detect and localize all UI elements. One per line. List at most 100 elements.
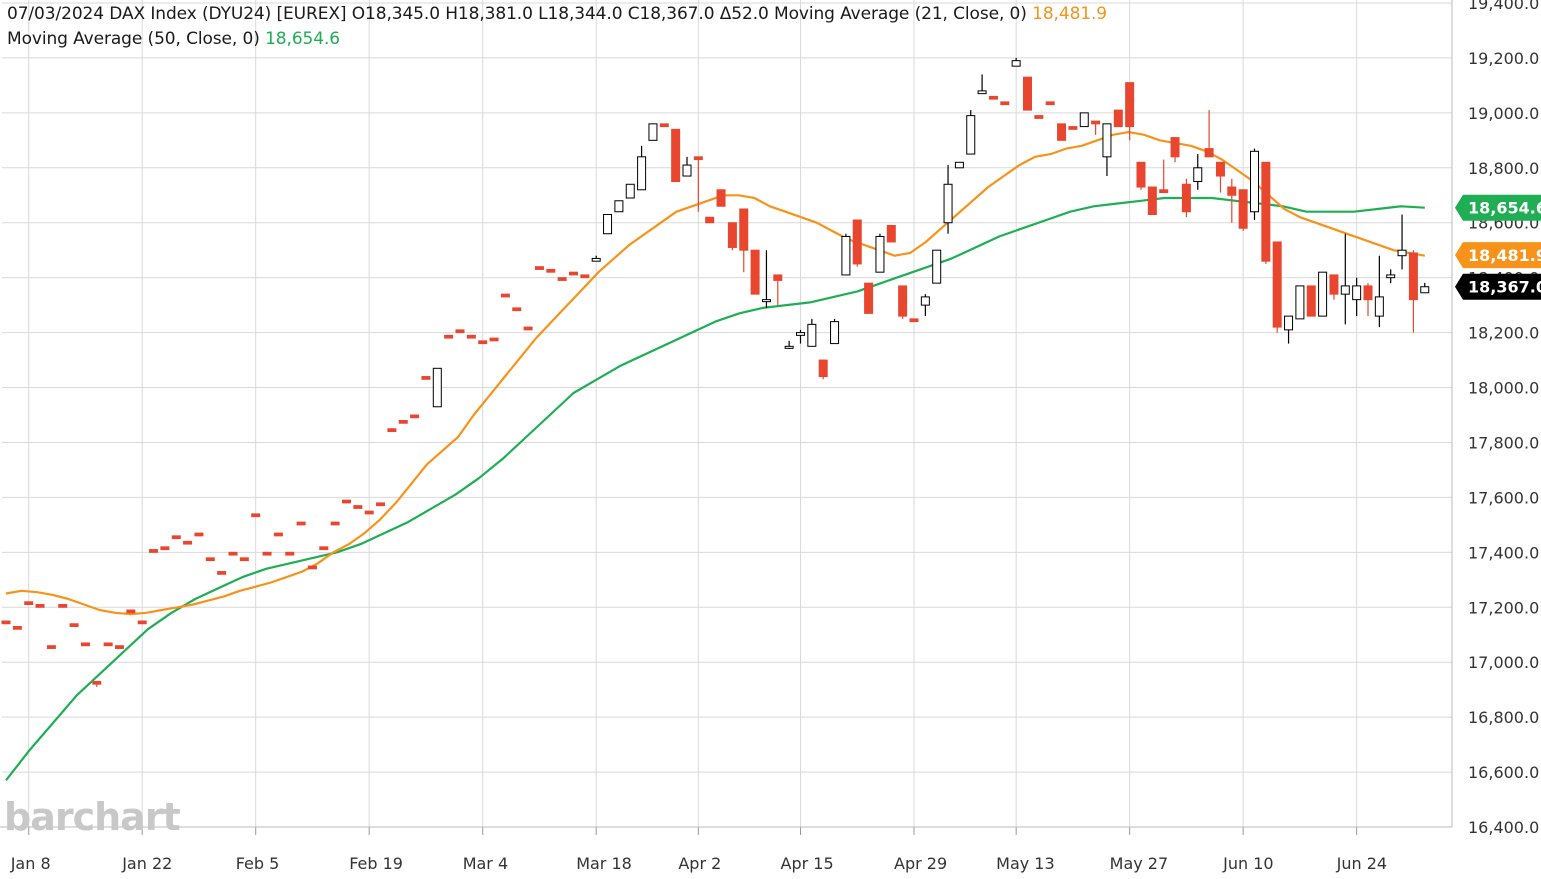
candle [807, 318, 817, 347]
candle-body [24, 601, 34, 606]
candle-body [1397, 249, 1407, 257]
candle-body [796, 332, 805, 336]
candle-body [1318, 271, 1328, 317]
candle-body [342, 499, 351, 504]
candle [671, 128, 681, 183]
candle-body [1113, 109, 1123, 128]
candle-body [727, 222, 737, 248]
candle [1159, 159, 1169, 194]
candle-body [1250, 150, 1259, 213]
candle-body [1227, 186, 1237, 196]
candle [500, 293, 510, 298]
candle [659, 123, 669, 128]
candle [262, 551, 272, 556]
candle-body [557, 277, 567, 281]
candle-body [69, 623, 79, 627]
y-tick-label: 19,000.0 [1468, 104, 1539, 123]
x-tick-label: Mar 18 [576, 854, 632, 873]
candle [625, 183, 635, 199]
x-tick-label: Feb 5 [236, 854, 280, 873]
candle-body [954, 161, 964, 169]
candle-body [1102, 123, 1112, 158]
candle [603, 213, 613, 235]
candle [1397, 214, 1407, 270]
candle-body [625, 183, 635, 199]
candle [648, 123, 658, 141]
candle [580, 274, 590, 279]
x-tick-label: Feb 19 [349, 854, 403, 873]
candle [1057, 123, 1067, 141]
candle-body [1340, 285, 1350, 295]
y-tick-label: 19,200.0 [1468, 49, 1539, 68]
candle-body [364, 510, 374, 515]
candle [1306, 285, 1316, 317]
candle-body [716, 189, 726, 207]
candle [489, 337, 499, 342]
candle-body [1181, 183, 1191, 213]
x-tick-label: May 13 [996, 854, 1055, 873]
candle [1374, 255, 1384, 328]
candle-body [1091, 120, 1101, 125]
candle-body [569, 271, 578, 276]
candle-body [1386, 274, 1396, 279]
header-low: L18,344.0 [538, 4, 623, 24]
price-badge: 18,481.9 [1455, 242, 1541, 269]
candle-body [251, 513, 261, 518]
candle-body [285, 551, 295, 556]
candle-body [1408, 252, 1418, 301]
y-tick-label: 16,600.0 [1468, 763, 1539, 782]
candle [1408, 250, 1418, 333]
candle [977, 74, 987, 95]
candle [1261, 161, 1271, 264]
candle [954, 161, 964, 169]
candle [716, 189, 726, 207]
candle [160, 546, 170, 551]
candle [682, 156, 692, 177]
candle [205, 557, 215, 562]
candle [80, 642, 90, 647]
candle-body [307, 565, 317, 570]
candle-body [693, 156, 703, 161]
x-tick-label: Apr 15 [781, 854, 834, 873]
candle-body [773, 274, 783, 281]
candle-body [432, 367, 442, 408]
candle [784, 340, 794, 350]
candle-body [852, 219, 862, 265]
candle-body [1306, 285, 1316, 317]
candle-body [1261, 161, 1271, 262]
y-tick-label: 16,800.0 [1468, 708, 1539, 727]
candle-body [296, 521, 306, 526]
candle-body [546, 268, 556, 273]
candle [319, 546, 329, 551]
badge-label: 18,654.6 [1468, 199, 1541, 218]
price-badges: 18,654.6 18,481.9 18,367.0 [1455, 194, 1541, 300]
candle-body [988, 95, 998, 100]
candle [444, 334, 454, 339]
candle [115, 645, 124, 649]
candles [1, 57, 1430, 687]
candle-body [977, 90, 987, 95]
candle-body [580, 274, 590, 279]
candle [1204, 110, 1214, 158]
candle [1420, 282, 1430, 294]
candle-body [1125, 82, 1135, 128]
candle [1295, 285, 1305, 320]
candle-body [387, 428, 397, 432]
ma50-line [5, 196, 1425, 781]
candle-body [1363, 285, 1373, 301]
x-tick-label: Jan 22 [121, 854, 172, 873]
candle-body [149, 549, 159, 553]
candle [739, 208, 749, 273]
candle [364, 510, 374, 515]
candle [614, 200, 624, 213]
candle-body [841, 235, 851, 276]
candle [591, 255, 601, 262]
candle-body [909, 318, 919, 323]
y-tick-label: 17,000.0 [1468, 653, 1539, 672]
candle-body [455, 329, 465, 334]
candle-body [807, 323, 817, 347]
candle [1272, 241, 1282, 333]
candle [455, 329, 465, 334]
candle [898, 285, 908, 319]
